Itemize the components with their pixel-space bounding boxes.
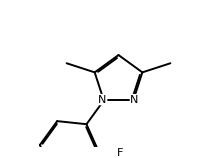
Text: F: F bbox=[117, 148, 124, 158]
Text: N: N bbox=[130, 95, 139, 105]
Text: N: N bbox=[98, 95, 107, 105]
